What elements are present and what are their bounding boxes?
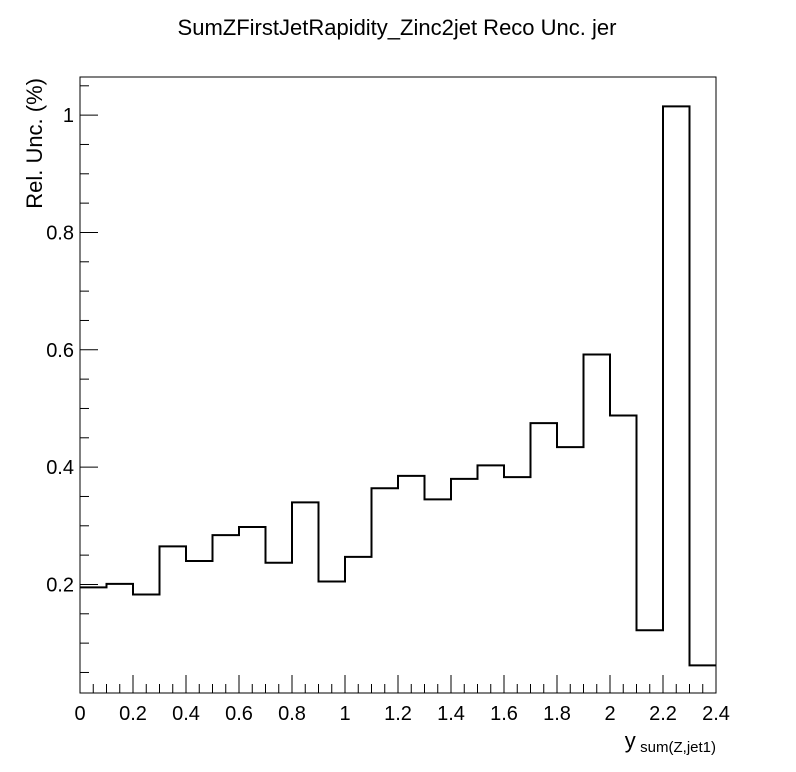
x-tick-label: 2.2 [649, 703, 677, 725]
x-axis-label-main: y [625, 728, 636, 753]
y-tick-label: 0.2 [46, 574, 74, 596]
y-tick-label: 1 [63, 105, 74, 127]
y-tick-label: 0.6 [46, 340, 74, 362]
x-tick-label: 0.4 [172, 703, 200, 725]
x-axis-tick-labels: 0 0.2 0.4 0.6 0.8 1 1.2 1.4 1.6 1.8 2 2.2 2.4 [74, 703, 729, 725]
x-axis-label: y sum(Z,jet1) [625, 728, 716, 756]
x-tick-label: 1.4 [437, 703, 465, 725]
y-axis-tick-labels: 0.2 0.4 0.6 0.8 1 [46, 105, 74, 596]
y-tick-label: 0.8 [46, 222, 74, 244]
y-tick-label: 0.4 [46, 457, 74, 479]
x-tick-label: 1.2 [384, 703, 412, 725]
x-tick-label: 0.6 [225, 703, 253, 725]
x-tick-label: 0 [74, 703, 85, 725]
y-axis-ticks [80, 85, 98, 673]
x-tick-label: 0.8 [278, 703, 306, 725]
x-tick-label: 2 [604, 703, 615, 725]
x-axis-ticks [79, 675, 717, 693]
x-tick-label: 0.2 [119, 703, 147, 725]
x-tick-label: 1.8 [543, 703, 571, 725]
y-axis-label: Rel. Unc. (%) [22, 78, 47, 209]
plot-frame [79, 76, 717, 694]
x-tick-label: 2.4 [702, 703, 730, 725]
chart-title: SumZFirstJetRapidity_Zinc2jet Reco Unc. … [178, 15, 617, 40]
x-axis-label-subscript: sum(Z,jet1) [640, 739, 716, 756]
histogram-series-line [80, 105, 716, 667]
x-tick-label: 1.6 [490, 703, 518, 725]
x-tick-label: 1 [339, 703, 350, 725]
